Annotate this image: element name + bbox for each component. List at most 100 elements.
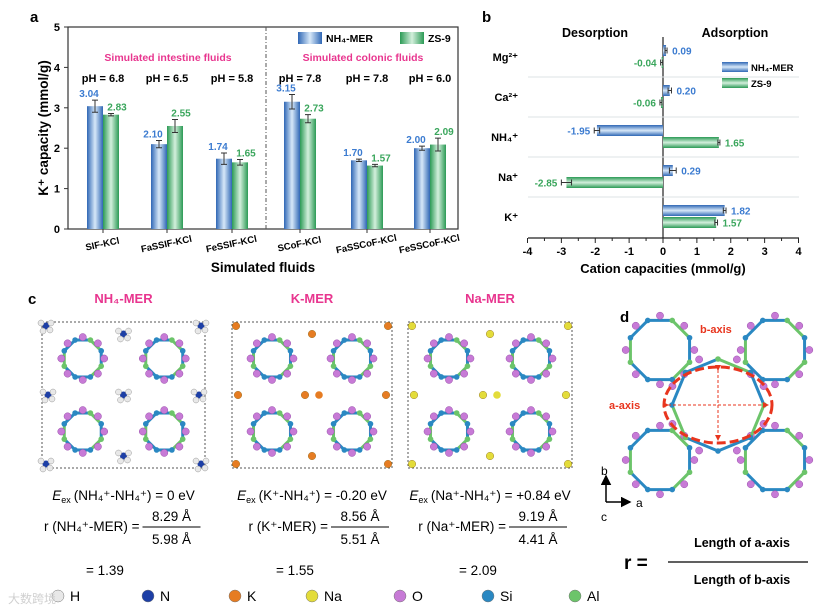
- o-atom: [332, 369, 341, 378]
- data-label: 1.65: [236, 149, 256, 160]
- error-bar: [667, 87, 672, 94]
- na-atom: [562, 391, 571, 400]
- o-atom: [175, 442, 184, 451]
- region-label-adsorption: Adsorption: [702, 26, 769, 40]
- o-atom: [795, 431, 804, 440]
- chart-b: -4 -3 -2 -1 0 1 2 3 4 Cation capacities (mmol/g) D…: [491, 26, 802, 276]
- al-atom: [464, 436, 471, 442]
- al-atom: [453, 410, 460, 416]
- error-bar: [305, 114, 311, 124]
- bond: [744, 429, 764, 449]
- si-atom: [72, 447, 78, 453]
- error-bar: [593, 127, 601, 134]
- o-atom: [429, 442, 438, 451]
- bond: [717, 436, 752, 453]
- bar: [167, 125, 183, 229]
- al-atom: [546, 363, 553, 369]
- bond: [786, 429, 806, 449]
- error-bar: [419, 145, 425, 151]
- si-atom: [367, 421, 374, 427]
- na-atom: [479, 391, 488, 400]
- data-label: 1.65: [725, 139, 745, 150]
- error-bar: [660, 59, 664, 66]
- o-atom: [289, 354, 298, 363]
- ph-label: pH = 6.5: [146, 73, 189, 85]
- atom-legend-label: K: [247, 588, 257, 604]
- o-atom: [63, 339, 72, 348]
- si-atom: [535, 374, 542, 380]
- x-tick-label: 1: [694, 246, 700, 258]
- o-atom: [100, 354, 109, 363]
- k-atom: [384, 322, 393, 331]
- o-atom: [63, 442, 72, 451]
- si-atom: [464, 348, 471, 354]
- data-label: -2.85: [535, 179, 558, 190]
- al-atom: [686, 469, 693, 476]
- si-atom: [98, 421, 105, 427]
- panel-label-b: b: [482, 9, 491, 26]
- bond: [744, 471, 764, 491]
- si-atom: [341, 374, 348, 380]
- h-atom: [125, 388, 132, 396]
- o-atom: [445, 406, 453, 414]
- o-atom: [289, 427, 298, 436]
- o-atom: [771, 311, 779, 320]
- k-atom: [315, 391, 323, 399]
- h-atom: [194, 327, 202, 335]
- o-atom: [527, 333, 535, 341]
- x-tick-label: -4: [523, 246, 534, 258]
- al-atom: [427, 363, 434, 369]
- formula-numerator: Length of a-axis: [694, 536, 790, 550]
- x-axis-label: Simulated fluids: [211, 260, 315, 275]
- error-bar: [92, 99, 98, 113]
- bond: [717, 357, 752, 374]
- x-tick-label: 3: [762, 246, 768, 258]
- x-tick-label: SIF-KCl: [85, 236, 121, 254]
- bar: [300, 118, 316, 229]
- ratio-numerator: 8.56 Å: [340, 509, 379, 524]
- bond: [749, 404, 766, 439]
- bond: [744, 361, 764, 381]
- si-atom: [341, 337, 348, 343]
- o-atom: [268, 376, 276, 384]
- ph-label: pH = 6.8: [82, 73, 125, 85]
- bond: [670, 371, 687, 406]
- h-atom: [47, 319, 55, 327]
- o-atom: [283, 369, 292, 378]
- o-atom: [369, 427, 378, 436]
- x-tick-label: -3: [556, 246, 566, 258]
- o-atom: [631, 370, 640, 379]
- si-atom: [520, 447, 527, 453]
- al-atom: [87, 337, 94, 343]
- o-atom: [326, 354, 335, 363]
- ratio-result: = 1.55: [276, 563, 314, 578]
- o-atom: [771, 421, 779, 430]
- o-atom: [445, 376, 453, 384]
- panel-label-d: d: [620, 309, 629, 326]
- category-label: K⁺: [504, 212, 518, 224]
- o-atom: [511, 442, 520, 451]
- legend-swatch-zs9: [722, 78, 748, 88]
- al-atom: [464, 363, 471, 369]
- legend-label: NH₄-MER: [326, 33, 373, 45]
- o-atom: [795, 480, 804, 489]
- na-atom: [486, 330, 495, 339]
- na-atom: [493, 391, 501, 399]
- bond: [629, 429, 649, 449]
- error-bar: [108, 112, 114, 117]
- bar: [103, 114, 119, 229]
- si-atom: [427, 421, 434, 427]
- al-atom: [509, 363, 516, 369]
- x-tick-label: FaSSIF-KCl: [140, 234, 193, 256]
- atom-al-icon: [568, 589, 582, 603]
- data-label: 2.10: [143, 130, 163, 141]
- structure-na-mer: Na-MER Eex (Na⁺-NH₄⁺) = +0.84 eV r (Na⁺-MER…: [407, 291, 573, 578]
- atom-legend-item: O: [393, 588, 423, 604]
- exchange-energy: Eex (NH₄⁺-NH₄⁺) = 0 eV: [52, 488, 194, 505]
- error-bar: [372, 163, 378, 168]
- o-atom: [429, 339, 438, 348]
- category-label: Na⁺: [498, 172, 518, 184]
- o-atom: [795, 370, 804, 379]
- x-tick-label: 4: [795, 246, 802, 258]
- si-atom: [520, 374, 527, 380]
